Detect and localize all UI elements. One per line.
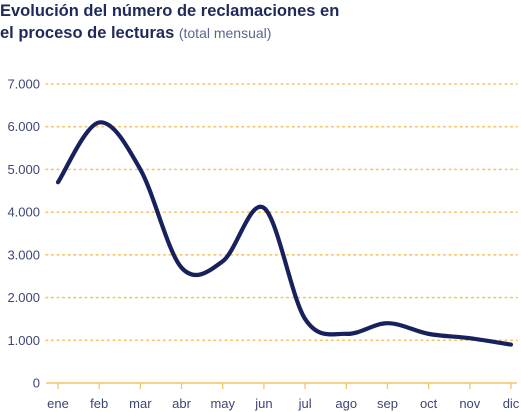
x-tick-label: dic: [503, 396, 520, 411]
y-tick-label: 4.000: [7, 205, 40, 220]
x-tick-label: abr: [172, 396, 191, 411]
title-line-2-text: el proceso de lecturas: [0, 24, 175, 42]
x-tick-label: jul: [298, 396, 312, 411]
y-tick-label: 7.000: [7, 77, 40, 92]
y-tick-label: 3.000: [7, 247, 40, 262]
x-tick-label: sep: [377, 396, 398, 411]
x-tick-label: ene: [47, 396, 69, 411]
x-tick-label: may: [210, 396, 235, 411]
x-tick-label: feb: [90, 396, 108, 411]
x-tick-label: ago: [335, 396, 357, 411]
y-tick-label: 2.000: [7, 290, 40, 305]
y-tick-label: 1.000: [7, 333, 40, 348]
title-line-2: el proceso de lecturas (total mensual): [0, 22, 515, 44]
x-tick-label: nov: [459, 396, 480, 411]
y-tick-label: 0: [33, 376, 40, 391]
y-tick-label: 6.000: [7, 119, 40, 134]
x-axis-ticks: ene feb mar abr may jun jul ago sep oct nov dic: [47, 383, 520, 411]
gridlines: [45, 83, 518, 342]
x-tick-label: mar: [129, 396, 152, 411]
title-line-1: Evolución del número de reclamaciones en: [0, 2, 340, 20]
chart-subtitle: (total mensual): [178, 25, 272, 41]
y-tick-label: 5.000: [7, 162, 40, 177]
y-axis-ticks: 0 1.000 2.000 3.000 4.000 5.000 6.000 7.000: [7, 77, 40, 391]
series-group: [55, 120, 514, 347]
series-line: [55, 120, 514, 347]
chart-title: Evolución del número de reclamaciones en…: [0, 0, 515, 44]
x-tick-label: jun: [254, 396, 272, 411]
x-tick-label: oct: [420, 396, 438, 411]
